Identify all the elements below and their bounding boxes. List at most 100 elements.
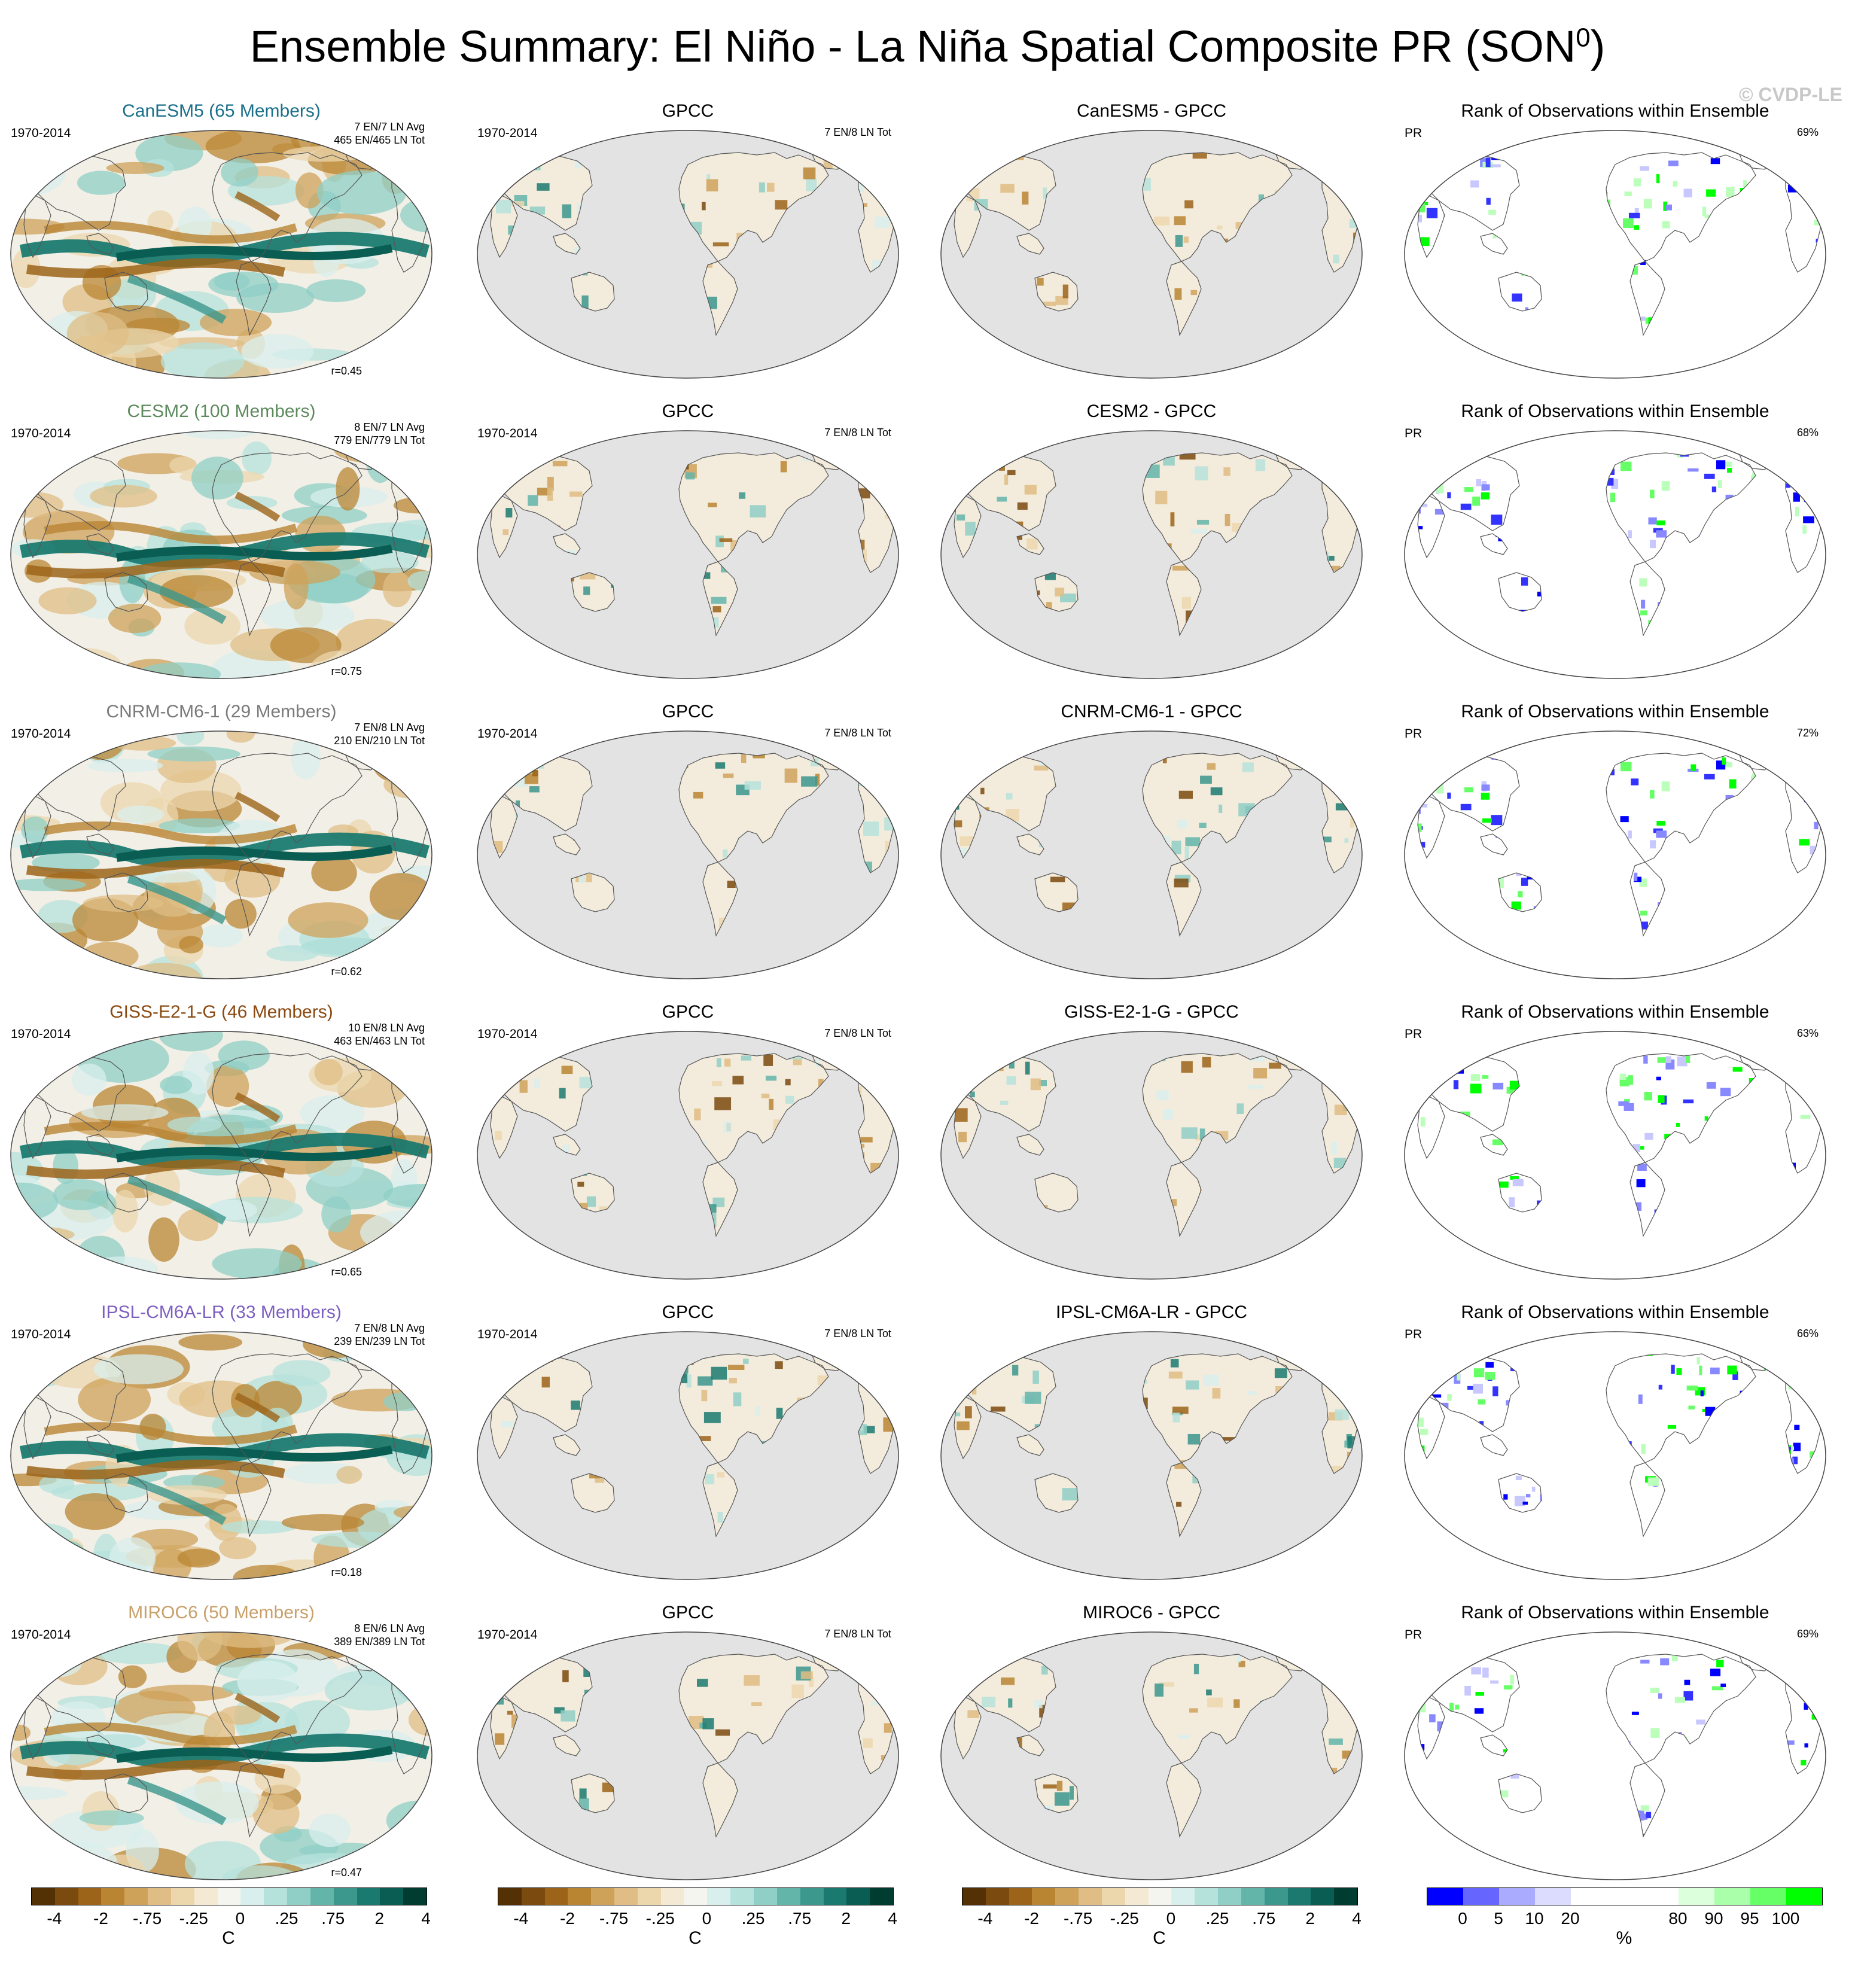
colorbar-swatch: [1101, 1888, 1125, 1905]
colorbar-tick-label: 2: [1305, 1909, 1315, 1928]
variable-label: PR: [1405, 1628, 1423, 1642]
colorbar-swatch: [544, 1888, 568, 1905]
diff-title: IPSL-CM6A-LR - GPCC: [1055, 1302, 1248, 1322]
colorbar-unit: C: [1153, 1928, 1166, 1948]
colorbar-swatch: [148, 1888, 171, 1905]
panel-obs: GPCC 1970-2014 7 EN/8 LN Tot: [467, 693, 909, 993]
obs-title: GPCC: [662, 1302, 714, 1322]
pattern-correlation: r=0.62: [331, 966, 362, 978]
colorbar-tick-label: -2: [1024, 1909, 1039, 1928]
diff-title: MIROC6 - GPCC: [1082, 1603, 1220, 1622]
colorbar: -4 -2 -.75 -.25 0 .25 .75 2 4 C: [962, 1887, 1361, 1948]
pattern-correlation: r=0.75: [331, 665, 362, 677]
panel-rank: Rank of Observations within Ensemble PR 63…: [1394, 994, 1836, 1293]
colorbar-tick-label: 5: [1494, 1909, 1503, 1928]
colorbar-swatch: [637, 1888, 661, 1905]
watermark: © CVDP-LE: [1739, 84, 1842, 105]
colorbar-swatch: [1195, 1888, 1219, 1905]
colorbar-swatch: [1607, 1888, 1643, 1905]
event-counts: 7 EN/8 LN Tot: [824, 1027, 891, 1039]
model-title: IPSL-CM6A-LR (33 Members): [101, 1302, 342, 1322]
colorbar-swatch: [614, 1888, 638, 1905]
colorbar-swatch: [240, 1888, 264, 1905]
map-diff: [940, 1631, 1363, 1880]
colorbar-tick-label: .75: [788, 1909, 812, 1928]
map-obs: [477, 1031, 899, 1280]
colorbar-swatch: [333, 1888, 357, 1905]
colorbar-swatch: [1079, 1888, 1102, 1905]
colorbar-swatch: [1218, 1888, 1241, 1905]
colorbar-swatch: [1535, 1888, 1571, 1905]
colorbar-swatch: [985, 1888, 1009, 1905]
colorbar-swatch: [1009, 1888, 1032, 1905]
rank-percent: 69%: [1796, 1628, 1819, 1640]
map-rank: [1404, 730, 1826, 979]
colorbar-swatch: [32, 1888, 55, 1905]
colorbar-swatch: [1125, 1888, 1149, 1905]
map-obs: [477, 130, 899, 379]
colorbar-swatch: [357, 1888, 380, 1905]
colorbar-tick-label: 95: [1740, 1909, 1759, 1928]
map-rank: [1404, 130, 1826, 379]
period-label: 1970-2014: [477, 1027, 538, 1041]
event-counts: 10 EN/8 LN Avg 463 EN/463 LN Tot: [334, 1022, 425, 1047]
colorbar: -4 -2 -.75 -.25 0 .25 .75 2 4 C: [498, 1887, 897, 1948]
colorbar-swatch: [1171, 1888, 1195, 1905]
panel-model: MIROC6 (50 Members) 1970-2014 8 EN/6 LN Av…: [0, 1594, 443, 1893]
figure-title: Ensemble Summary: El Niño - La Niña Spat…: [249, 22, 1606, 71]
map-obs: [477, 1331, 899, 1580]
colorbar-tick-label: 4: [1352, 1909, 1361, 1928]
colorbar-tick-label: -.25: [179, 1909, 208, 1928]
colorbar-swatch: [1287, 1888, 1311, 1905]
pattern-correlation: r=0.45: [331, 365, 362, 377]
colorbar-swatch: [217, 1888, 241, 1905]
event-counts: 7 EN/8 LN Tot: [824, 1628, 891, 1640]
colorbar-swatch: [684, 1888, 708, 1905]
colorbar-swatch: [380, 1888, 404, 1905]
obs-title: GPCC: [662, 702, 714, 721]
colorbar-swatch: [846, 1888, 870, 1905]
map-rank: [1404, 1631, 1826, 1880]
map-diff: [940, 1031, 1363, 1280]
map-diff: [940, 430, 1363, 679]
rank-title: Rank of Observations within Ensemble: [1461, 1002, 1769, 1022]
colorbar-swatch: [707, 1888, 731, 1905]
colorbar-swatch: [287, 1888, 310, 1905]
colorbar-swatch: [310, 1888, 334, 1905]
colorbar-tick-label: 0: [1166, 1909, 1176, 1928]
colorbar-swatch: [870, 1888, 894, 1905]
panel-obs: GPCC 1970-2014 7 EN/8 LN Tot: [467, 994, 909, 1293]
rank-percent: 68%: [1796, 427, 1819, 439]
period-label: 1970-2014: [11, 1628, 71, 1642]
colorbar-swatch: [1241, 1888, 1265, 1905]
map-rank: [1404, 430, 1826, 679]
obs-title: GPCC: [662, 401, 714, 421]
colorbar-swatch: [1679, 1888, 1714, 1905]
colorbar-swatch: [1427, 1888, 1463, 1905]
colorbar-tick-label: 4: [421, 1909, 431, 1928]
obs-title: GPCC: [662, 1603, 714, 1622]
colorbar: -4 -2 -.75 -.25 0 .25 .75 2 4 C: [31, 1887, 431, 1948]
map-model: [10, 430, 432, 679]
colorbar-swatch: [403, 1888, 427, 1905]
colorbar-swatch: [660, 1888, 684, 1905]
pattern-correlation: r=0.47: [331, 1867, 362, 1879]
map-model: [10, 1631, 432, 1880]
colorbar-unit: C: [222, 1928, 235, 1948]
colorbar-tick-label: -4: [977, 1909, 993, 1928]
rank-title: Rank of Observations within Ensemble: [1461, 101, 1769, 121]
colorbar-swatch: [730, 1888, 754, 1905]
event-counts: 7 EN/8 LN Avg 210 EN/210 LN Tot: [334, 721, 425, 747]
colorbar-tick-label: .75: [321, 1909, 345, 1928]
colorbar-swatch: [1786, 1888, 1822, 1905]
variable-label: PR: [1405, 126, 1423, 140]
diff-title: GISS-E2-1-G - GPCC: [1064, 1002, 1239, 1022]
colorbar-tick-label: .75: [1252, 1909, 1276, 1928]
period-label: 1970-2014: [477, 727, 538, 741]
diff-title: CanESM5 - GPCC: [1076, 101, 1227, 121]
panel-diff: IPSL-CM6A-LR - GPCC: [930, 1294, 1373, 1593]
map-obs: [477, 430, 899, 679]
period-label: 1970-2014: [477, 427, 538, 440]
colorbar-swatch: [1311, 1888, 1335, 1905]
map-model: [10, 1031, 432, 1280]
